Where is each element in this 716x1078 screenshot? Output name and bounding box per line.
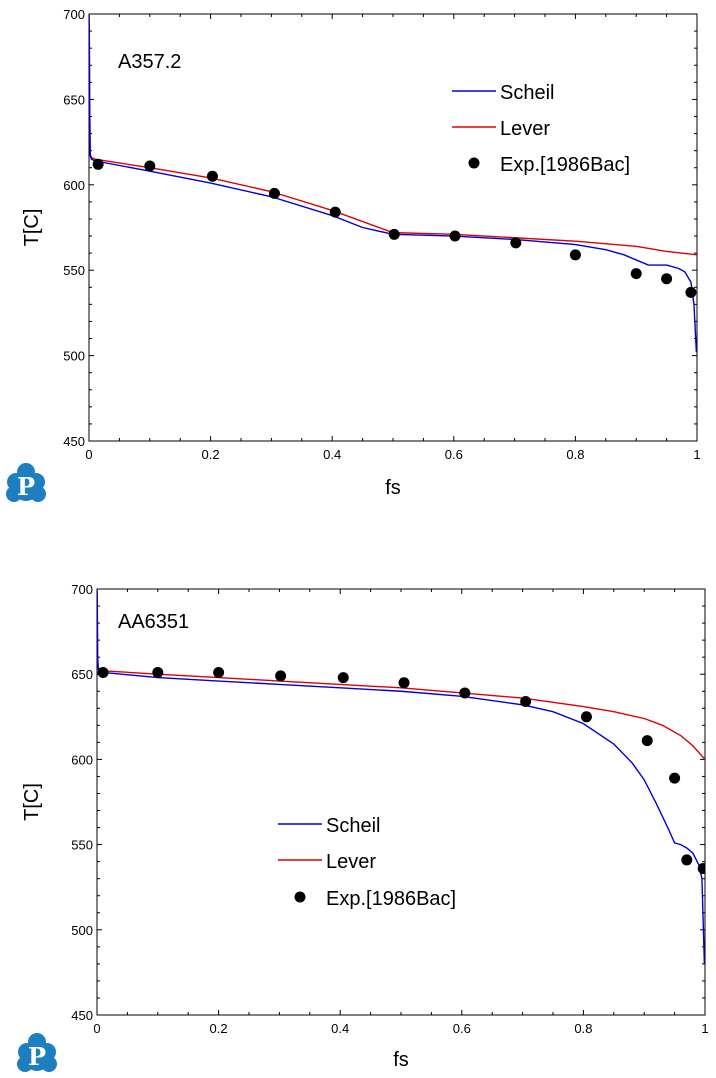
y-tick-label: 650 [63,92,85,107]
y-tick-label: 450 [71,1008,93,1023]
legend-label: Scheil [326,815,380,837]
exp-data-point [275,670,287,682]
y-tick-label: 500 [71,923,93,938]
y-tick-label: 550 [63,263,85,278]
y-axis-label: T[C] [21,209,43,247]
y-tick-label: 700 [71,582,93,597]
exp-data-point [206,170,218,182]
logo-letter: P [17,472,35,501]
legend-label: Scheil [500,82,554,104]
y-tick-label: 700 [63,7,85,22]
plot-frame [96,588,706,1016]
exp-data-point [641,735,653,747]
pandat-p-logo-icon: P [17,1033,57,1072]
legend: Scheil Lever Exp.[1986Bac] [278,815,456,910]
exp-data-point [630,268,642,280]
logo-bubble [24,1045,50,1071]
exp-data-point [449,230,461,242]
y-tick-label: 650 [71,667,93,682]
exp-data-point [697,862,705,874]
legend-swatch-exp [468,157,480,169]
plot-frame [88,13,698,442]
exp-data-point [459,687,471,699]
pandat-p-logo-icon: P [6,463,46,502]
exp-data-point [661,273,673,285]
exp-data-point [685,286,697,298]
exp-data-point [669,772,681,784]
chart-title: AA6351 [118,611,189,633]
chart-title: A357.2 [118,51,181,73]
y-tick-label: 450 [63,434,85,449]
x-tick-label: 0.6 [453,1021,471,1036]
x-tick-label: 1 [701,1021,708,1036]
x-tick-label: 0.4 [331,1021,349,1036]
exp-data-point [97,666,109,678]
legend-label: Lever [500,118,550,140]
plot-area [97,589,705,964]
chart-1: 450 500 550 600 650 700 0 0.2 0.4 0.6 0.8 1 fs T[C] A3… [6,7,701,502]
x-tick-label: 0.8 [566,447,584,462]
legend-label: Exp.[1986Bac] [500,154,630,176]
logo-bubble [13,475,39,501]
exp-data-point [337,672,349,684]
y-tick-label: 550 [71,838,93,853]
x-tick-label: 0.4 [323,447,341,462]
exp-data-point [152,666,164,678]
exp-data-point [569,249,581,261]
exp-data-point [520,695,532,707]
y-tick-label: 600 [63,178,85,193]
plot-area [89,14,697,353]
x-axis-label: fs [385,477,401,499]
x-tick-label: 0.2 [210,1021,228,1036]
y-axis-label: T[C] [21,783,43,821]
legend-label: Exp.[1986Bac] [326,888,456,910]
exp-data-point [580,711,592,723]
exp-data-point [92,158,104,170]
x-tick-label: 1 [693,447,700,462]
y-tick-label: 500 [63,349,85,364]
x-tick-label: 0.2 [202,447,220,462]
exp-data-point [329,206,341,218]
legend-label: Lever [326,851,376,873]
exp-data-point [213,666,225,678]
x-tick-label: 0.8 [574,1021,592,1036]
exp-data-point [398,677,410,689]
x-axis-label: fs [393,1049,409,1071]
legend-swatch-exp [294,891,306,903]
exp-data-point [268,187,280,199]
exp-data-point [681,854,693,866]
exp-data-point [388,228,400,240]
legend: Scheil Lever Exp.[1986Bac] [452,82,630,176]
exp-data-point [510,237,522,249]
chart-2: 450 500 550 600 650 700 0 0.2 0.4 0.6 0.8 1 fs T[C] AA… [17,582,709,1072]
exp-data-point [144,160,156,172]
logo-letter: P [28,1042,46,1071]
x-tick-label: 0 [85,447,92,462]
x-tick-label: 0 [93,1021,100,1036]
x-tick-label: 0.6 [445,447,463,462]
y-tick-label: 600 [71,752,93,767]
